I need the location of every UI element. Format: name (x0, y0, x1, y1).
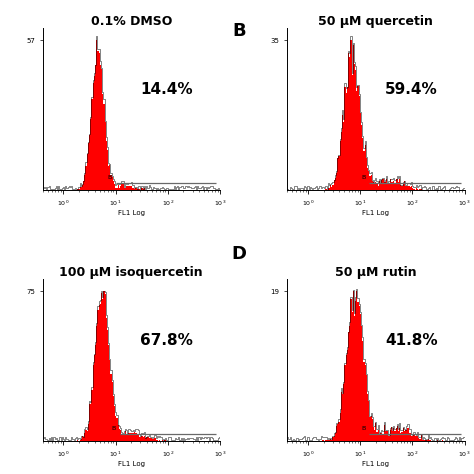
Text: 41.8%: 41.8% (385, 333, 438, 348)
Title: 100 μM isoquercetin: 100 μM isoquercetin (59, 266, 203, 279)
Text: B: B (362, 426, 366, 431)
Text: 14.4%: 14.4% (140, 82, 193, 97)
Title: 50 μM quercetin: 50 μM quercetin (319, 16, 433, 28)
Text: B: B (362, 175, 366, 181)
X-axis label: FL1 Log: FL1 Log (363, 210, 390, 216)
Text: B: B (112, 426, 116, 431)
X-axis label: FL1 Log: FL1 Log (118, 210, 145, 216)
Text: 59.4%: 59.4% (385, 82, 438, 97)
Text: B: B (233, 22, 246, 40)
X-axis label: FL1 Log: FL1 Log (118, 461, 145, 466)
Text: D: D (232, 245, 247, 263)
X-axis label: FL1 Log: FL1 Log (363, 461, 390, 466)
Text: B: B (108, 175, 112, 181)
Title: 50 μM rutin: 50 μM rutin (335, 266, 417, 279)
Text: 67.8%: 67.8% (140, 333, 193, 348)
Title: 0.1% DMSO: 0.1% DMSO (91, 16, 172, 28)
